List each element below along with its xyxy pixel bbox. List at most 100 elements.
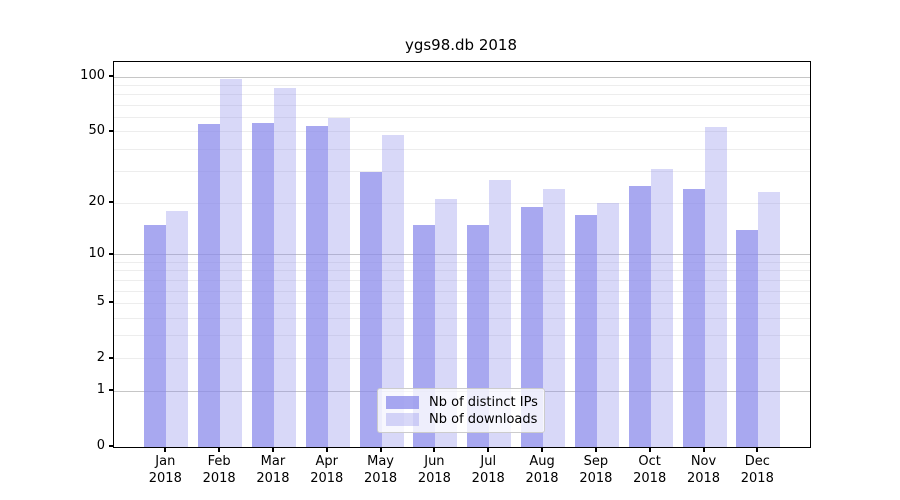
chart-title: ygs98.db 2018 — [404, 36, 518, 54]
x-label-year: 2018 — [579, 471, 613, 486]
y-tick-5 — [109, 301, 113, 304]
x-tick-label-jun: Jun 2018 — [406, 453, 462, 487]
gridline-minor-50 — [114, 131, 810, 133]
gridline-minor-3 — [114, 335, 810, 337]
plot-area — [113, 61, 811, 448]
bar-downloads-dec — [758, 192, 781, 447]
bar-downloads-oct — [650, 169, 673, 447]
gridline-minor-40 — [114, 148, 810, 150]
x-label-month: Oct — [638, 454, 661, 469]
x-tick-label-mar: Mar 2018 — [245, 453, 301, 487]
y-tick-label-0: 0 — [96, 438, 105, 453]
x-label-month: Sep — [583, 454, 609, 469]
x-tick-label-may: May 2018 — [353, 453, 409, 487]
x-tick-dec — [756, 448, 759, 452]
bar-downloads-aug — [543, 189, 566, 447]
x-label-month: Feb — [207, 454, 231, 469]
y-tick-label-20: 20 — [88, 194, 105, 209]
x-tick-aug — [541, 448, 544, 452]
x-tick-label-feb: Feb 2018 — [191, 453, 247, 487]
gridline-minor-30 — [114, 171, 810, 173]
legend: Nb of distinct IPs Nb of downloads — [377, 388, 545, 433]
bar-ips-feb — [198, 124, 221, 447]
x-tick-label-nov: Nov 2018 — [676, 453, 732, 487]
gridline-minor-7 — [114, 279, 810, 281]
x-label-year: 2018 — [364, 471, 398, 486]
gridline-minor-80 — [114, 94, 810, 96]
y-tick-20 — [109, 201, 113, 203]
y-tick-1 — [109, 389, 113, 392]
x-tick-label-apr: Apr 2018 — [299, 453, 355, 487]
x-tick-label-dec: Dec 2018 — [729, 453, 785, 487]
x-label-month: Mar — [260, 454, 286, 469]
y-tick-label-50: 50 — [88, 122, 105, 138]
bar-ips-sep — [574, 215, 597, 447]
x-label-year: 2018 — [202, 471, 236, 486]
legend-label-ips: Nb of distinct IPs — [429, 395, 538, 410]
x-tick-oct — [648, 448, 651, 452]
bar-downloads-sep — [596, 203, 619, 447]
bar-ips-aug — [521, 206, 544, 447]
bar-downloads-jul — [489, 179, 512, 447]
legend-swatch-ips — [386, 396, 419, 409]
bar-ips-mar — [251, 122, 274, 447]
x-label-year: 2018 — [256, 471, 290, 486]
x-label-month: Apr — [315, 454, 339, 469]
y-tick-label-100: 100 — [80, 68, 105, 84]
x-label-year: 2018 — [740, 471, 774, 486]
x-label-month: Jul — [480, 454, 497, 469]
x-tick-label-jul: Jul 2018 — [460, 453, 516, 487]
x-label-year: 2018 — [471, 471, 505, 486]
y-tick-0 — [109, 445, 113, 447]
x-tick-jan — [164, 448, 167, 452]
legend-label-downloads: Nb of downloads — [429, 412, 538, 427]
bar-ips-jan — [144, 224, 167, 447]
x-tick-label-jan: Jan 2018 — [137, 453, 193, 487]
gridline-minor-60 — [114, 117, 810, 119]
x-label-year: 2018 — [525, 471, 559, 486]
x-tick-feb — [218, 448, 221, 452]
bar-ips-may — [359, 171, 382, 447]
x-label-month: Aug — [529, 454, 555, 469]
x-label-year: 2018 — [310, 471, 344, 486]
y-tick-label-2: 2 — [96, 349, 105, 365]
y-tick-label-5: 5 — [96, 294, 105, 310]
x-label-month: Dec — [744, 454, 770, 469]
x-label-year: 2018 — [417, 471, 451, 486]
x-tick-apr — [325, 448, 328, 452]
x-tick-mar — [271, 448, 274, 452]
y-tick-label-10: 10 — [88, 245, 105, 261]
x-label-month: Jun — [424, 454, 445, 469]
y-tick-50 — [109, 129, 113, 132]
bar-downloads-jun — [435, 199, 458, 447]
gridline-minor-70 — [114, 104, 810, 106]
bar-ips-dec — [736, 229, 759, 447]
gridline-minor-90 — [114, 84, 810, 86]
x-tick-label-aug: Aug 2018 — [514, 453, 570, 487]
x-label-year: 2018 — [633, 471, 667, 486]
legend-swatch-downloads — [386, 413, 419, 426]
x-label-month: Jan — [155, 454, 176, 469]
bar-downloads-jan — [166, 211, 189, 447]
gridline-major-100 — [114, 76, 810, 78]
bar-downloads-feb — [220, 78, 243, 447]
gridline-minor-9 — [114, 261, 810, 263]
x-label-month: May — [367, 454, 395, 469]
y-tick-100 — [109, 75, 113, 78]
x-tick-label-sep: Sep 2018 — [568, 453, 624, 487]
legend-item-ips: Nb of distinct IPs — [386, 394, 544, 411]
x-tick-sep — [594, 448, 597, 452]
x-tick-jul — [487, 448, 490, 452]
x-tick-jun — [433, 448, 436, 452]
bar-ips-apr — [305, 125, 328, 447]
bar-downloads-mar — [273, 88, 296, 447]
bar-ips-nov — [682, 189, 705, 447]
gridline-minor-6 — [114, 290, 810, 292]
gridline-minor-20 — [114, 202, 810, 204]
gridline-minor-4 — [114, 317, 810, 319]
gridline-minor-5 — [114, 302, 810, 304]
x-tick-may — [379, 448, 382, 452]
gridline-minor-2 — [114, 358, 810, 360]
y-tick-10 — [109, 252, 113, 255]
